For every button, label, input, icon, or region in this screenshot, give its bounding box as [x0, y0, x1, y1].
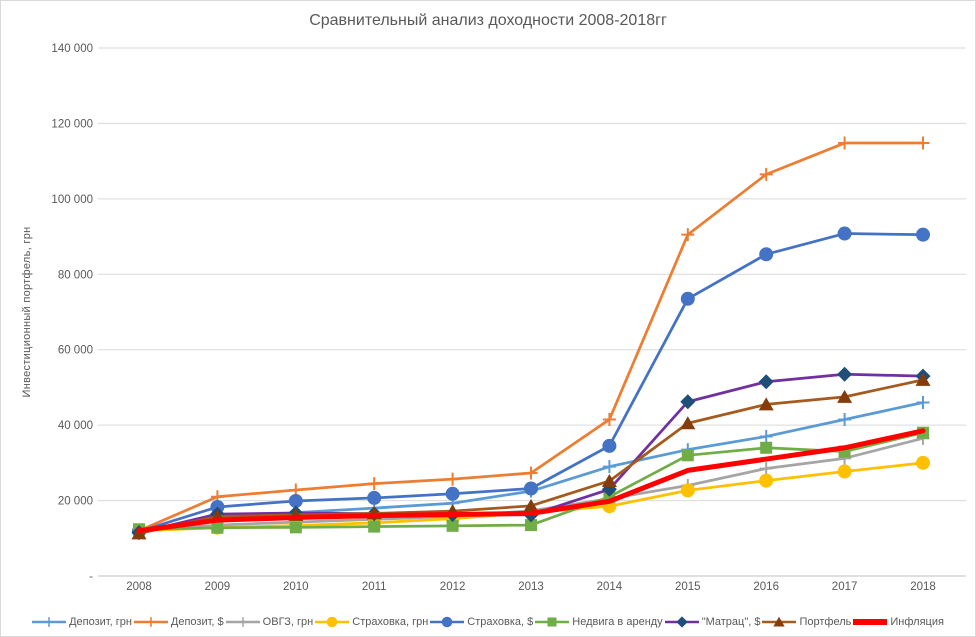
y-tick-label: 140 000	[51, 43, 93, 55]
legend-item-4: Страховка, $	[430, 615, 533, 629]
legend-item-3: Страховка, грн	[315, 615, 428, 629]
legend: Депозит, грн Депозит, $ ОВГЗ, грн Страховка…	[1, 615, 975, 629]
y-tick-label: 60 000	[58, 345, 93, 357]
x-tick-label: 2011	[362, 581, 387, 593]
legend-label: Страховка, $	[467, 616, 534, 628]
legend-label: Страховка, грн	[352, 616, 429, 628]
x-tick-labels: 2008 2009 2010 2011 2012 2013 2014 2015 2016 2017…	[126, 581, 936, 593]
y-tick-labels: - 20 000 40 000 60 000 80 000 100 000 120 000 1…	[51, 43, 93, 583]
legend-label: Недвига в аренду	[572, 616, 663, 628]
legend-swatch	[430, 616, 465, 628]
x-tick-label: 2008	[126, 581, 152, 593]
x-tick-label: 2015	[675, 581, 701, 593]
legend-label: Портфель	[799, 616, 852, 628]
legend-swatch	[225, 617, 260, 627]
legend-item-1: Депозит, $	[133, 615, 224, 629]
x-tick-label: 2013	[518, 581, 544, 593]
chart-title: Сравнительный анализ доходности 2008-201…	[309, 12, 667, 29]
x-tick-label: 2018	[910, 581, 936, 593]
series-4	[132, 226, 930, 539]
series-8	[136, 428, 926, 534]
legend-label: Депозит, $	[170, 616, 224, 628]
legend-item-6: "Матрац", $	[664, 615, 761, 629]
legend-item-2: ОВГЗ, грн	[225, 615, 314, 629]
legend-swatch	[762, 616, 797, 627]
legend-label: Депозит, грн	[69, 616, 132, 628]
legend-swatch	[32, 617, 67, 627]
legend-swatch	[853, 619, 888, 625]
x-tick-label: 2009	[205, 581, 231, 593]
legend-item-5: Недвига в аренду	[535, 615, 663, 629]
y-tick-label: 120 000	[51, 118, 93, 130]
legend-item-8: Инфляция	[853, 615, 944, 629]
legend-swatch	[664, 616, 699, 628]
y-tick-label: 100 000	[51, 194, 93, 206]
legend-swatch	[315, 616, 350, 628]
legend-item-7: Портфель	[762, 615, 851, 629]
y-tick-label: -	[89, 571, 93, 583]
series-4-markers	[132, 226, 930, 539]
series-1	[132, 136, 930, 538]
legend-swatch	[133, 617, 168, 627]
legend-label: "Матрац", $	[701, 616, 761, 628]
legend-item-0: Депозит, грн	[32, 615, 132, 629]
x-tick-label: 2014	[597, 581, 623, 593]
x-tick-label: 2016	[753, 581, 779, 593]
legend-label: ОВГЗ, грн	[262, 616, 314, 628]
x-tick-label: 2012	[440, 581, 466, 593]
legend-swatch	[535, 617, 570, 627]
y-tick-label: 40 000	[58, 420, 93, 432]
x-tick-label: 2010	[283, 581, 309, 593]
x-tick-label: 2017	[832, 581, 858, 593]
legend-label: Инфляция	[890, 616, 944, 628]
series-1-markers	[132, 136, 930, 538]
y-tick-label: 80 000	[58, 269, 93, 281]
y-tick-label: 20 000	[58, 496, 93, 508]
